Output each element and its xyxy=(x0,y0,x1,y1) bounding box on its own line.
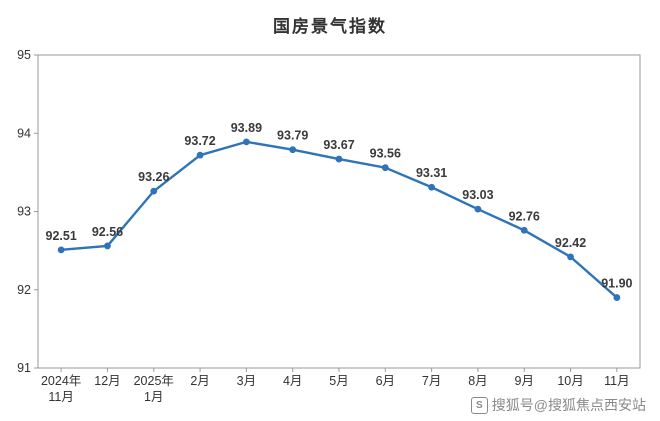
data-point-marker xyxy=(196,151,204,159)
plot-border xyxy=(37,54,641,369)
x-tick-label: 8月 xyxy=(468,374,487,388)
data-point-label: 93.72 xyxy=(184,134,215,148)
data-point-label: 93.26 xyxy=(138,170,169,184)
data-point-marker xyxy=(474,205,482,213)
x-tick-label: 4月 xyxy=(283,374,302,388)
x-tick-label: 2月 xyxy=(190,374,209,388)
data-point-label: 93.67 xyxy=(323,138,354,152)
x-tick-label: 12月 xyxy=(94,374,120,388)
data-point-label: 93.56 xyxy=(370,147,401,161)
x-tick-label: 9月 xyxy=(515,374,534,388)
x-tick-label: 5月 xyxy=(329,374,348,388)
data-point-marker xyxy=(381,164,389,172)
data-point-marker xyxy=(150,187,158,195)
watermark-text: 搜狐号@搜狐焦点西安站 xyxy=(491,397,646,413)
x-tick-label: 2024年 11月 xyxy=(41,374,81,404)
x-tick-label: 6月 xyxy=(376,374,395,388)
data-point-label: 91.90 xyxy=(601,277,632,291)
data-point-label: 93.79 xyxy=(277,129,308,143)
data-point-marker xyxy=(104,242,111,250)
data-point-label: 92.76 xyxy=(509,209,540,223)
x-tick-label: 11月 xyxy=(604,374,629,388)
x-tick-label: 7月 xyxy=(422,374,441,388)
data-point-marker xyxy=(613,294,621,301)
data-point-marker xyxy=(520,226,528,234)
y-tick-label: 94 xyxy=(17,126,31,140)
x-tick-label: 10月 xyxy=(557,374,583,388)
data-point-marker xyxy=(57,246,65,254)
y-tick-label: 92 xyxy=(17,283,31,297)
y-axis: 91 92 93 94 95 xyxy=(17,48,38,375)
data-point-label: 93.03 xyxy=(462,188,493,202)
watermark: S 搜狐号@搜狐焦点西安站 xyxy=(466,393,650,417)
data-point-marker xyxy=(567,253,574,261)
data-point-label: 92.56 xyxy=(92,225,123,239)
data-point-marker xyxy=(289,146,297,154)
data-points: 92.51 92.56 93.26 93.72 93.89 93.79 93.67 93.56… xyxy=(46,121,633,301)
x-tick-label: 2025年 1月 xyxy=(134,374,174,404)
y-tick-label: 95 xyxy=(17,48,31,62)
data-point-marker xyxy=(335,155,343,163)
data-point-label: 93.89 xyxy=(231,121,262,135)
y-tick-label: 93 xyxy=(17,205,31,219)
data-point-marker xyxy=(428,183,436,191)
x-axis: 2024年 11月 12月 2025年 1月 2月 3月 4月 5月 6月 7月 8月 9月 10月 11月 xyxy=(41,368,630,404)
data-point-label: 92.51 xyxy=(46,229,77,243)
data-point-label: 93.31 xyxy=(416,166,447,180)
data-point-label: 92.42 xyxy=(555,236,586,250)
chart-title: 国房景气指数 xyxy=(273,17,387,36)
y-tick-label: 91 xyxy=(17,361,31,375)
x-tick-label: 3月 xyxy=(237,374,256,388)
sohu-logo-icon: S xyxy=(470,396,488,414)
data-point-marker xyxy=(242,138,250,146)
